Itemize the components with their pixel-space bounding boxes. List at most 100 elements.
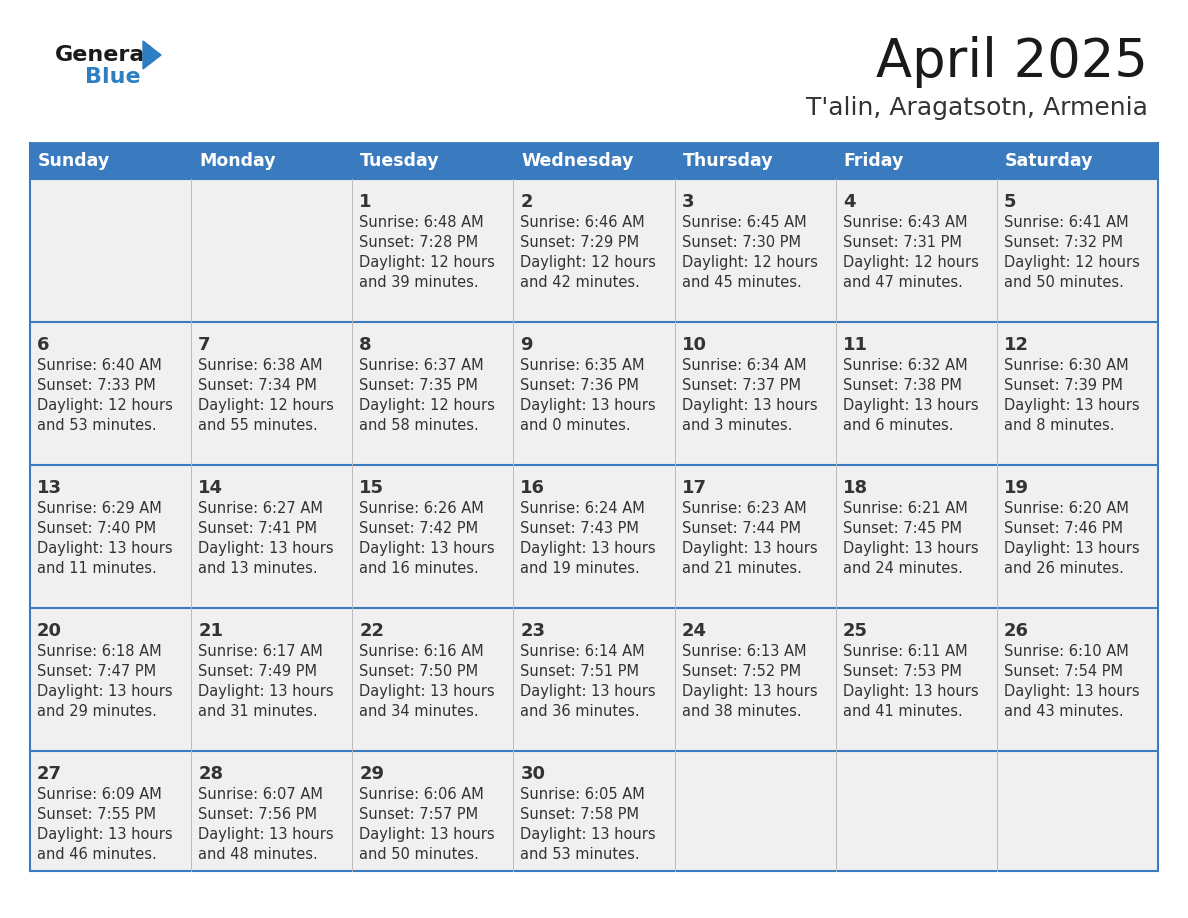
Text: Sunset: 7:41 PM: Sunset: 7:41 PM [198,521,317,536]
Text: Daylight: 13 hours: Daylight: 13 hours [1004,398,1139,413]
Text: Sunrise: 6:21 AM: Sunrise: 6:21 AM [842,501,967,516]
Bar [675,322,835,465]
Text: Sunrise: 6:43 AM: Sunrise: 6:43 AM [842,215,967,230]
Text: and 43 minutes.: and 43 minutes. [1004,704,1124,719]
Text: Sunset: 7:39 PM: Sunset: 7:39 PM [1004,378,1123,393]
Text: and 0 minutes.: and 0 minutes. [520,418,631,433]
Text: 17: 17 [682,479,707,497]
Text: 22: 22 [359,622,384,640]
Text: Daylight: 13 hours: Daylight: 13 hours [37,541,172,556]
Bar [30,465,191,608]
Text: Sunrise: 6:45 AM: Sunrise: 6:45 AM [682,215,807,230]
Text: Thursday: Thursday [683,152,773,170]
Text: and 34 minutes.: and 34 minutes. [359,704,479,719]
Text: and 8 minutes.: and 8 minutes. [1004,418,1114,433]
Text: Sunrise: 6:38 AM: Sunrise: 6:38 AM [198,358,323,373]
Bar [191,751,353,871]
Text: Friday: Friday [843,152,904,170]
Text: Sunrise: 6:35 AM: Sunrise: 6:35 AM [520,358,645,373]
Bar [997,751,1158,871]
Text: Sunrise: 6:48 AM: Sunrise: 6:48 AM [359,215,484,230]
Bar [353,465,513,608]
Bar [191,608,353,751]
Bar [513,465,675,608]
Text: 20: 20 [37,622,62,640]
Text: and 55 minutes.: and 55 minutes. [198,418,318,433]
Text: Sunset: 7:32 PM: Sunset: 7:32 PM [1004,235,1123,250]
Text: Daylight: 12 hours: Daylight: 12 hours [1004,255,1139,270]
Text: Sunrise: 6:07 AM: Sunrise: 6:07 AM [198,787,323,802]
Text: Daylight: 12 hours: Daylight: 12 hours [842,255,979,270]
Text: Sunset: 7:42 PM: Sunset: 7:42 PM [359,521,479,536]
Text: and 6 minutes.: and 6 minutes. [842,418,953,433]
Text: Daylight: 12 hours: Daylight: 12 hours [359,398,495,413]
Bar [30,143,191,179]
Text: 24: 24 [682,622,707,640]
Text: Sunset: 7:54 PM: Sunset: 7:54 PM [1004,664,1123,679]
Text: 23: 23 [520,622,545,640]
Text: and 11 minutes.: and 11 minutes. [37,561,157,576]
Text: Sunset: 7:40 PM: Sunset: 7:40 PM [37,521,156,536]
Text: 21: 21 [198,622,223,640]
Bar [191,143,353,179]
Text: Daylight: 13 hours: Daylight: 13 hours [37,827,172,842]
Text: Sunrise: 6:34 AM: Sunrise: 6:34 AM [682,358,807,373]
Text: Blue: Blue [86,67,140,87]
Text: 19: 19 [1004,479,1029,497]
Bar [191,322,353,465]
Text: Sunset: 7:44 PM: Sunset: 7:44 PM [682,521,801,536]
Bar [675,608,835,751]
Text: Sunrise: 6:06 AM: Sunrise: 6:06 AM [359,787,484,802]
Bar [30,751,191,871]
Text: and 50 minutes.: and 50 minutes. [1004,275,1124,290]
Bar [513,751,675,871]
Polygon shape [143,41,162,69]
Text: Sunrise: 6:11 AM: Sunrise: 6:11 AM [842,644,967,659]
Text: Sunset: 7:36 PM: Sunset: 7:36 PM [520,378,639,393]
Text: Daylight: 12 hours: Daylight: 12 hours [359,255,495,270]
Text: 3: 3 [682,193,694,211]
Text: Daylight: 13 hours: Daylight: 13 hours [842,541,979,556]
Text: Daylight: 13 hours: Daylight: 13 hours [682,541,817,556]
Text: and 58 minutes.: and 58 minutes. [359,418,479,433]
Bar [997,465,1158,608]
Text: Sunrise: 6:10 AM: Sunrise: 6:10 AM [1004,644,1129,659]
Text: Daylight: 13 hours: Daylight: 13 hours [842,684,979,699]
Text: 11: 11 [842,336,867,354]
Bar [675,143,835,179]
Text: Daylight: 13 hours: Daylight: 13 hours [37,684,172,699]
Text: Sunset: 7:55 PM: Sunset: 7:55 PM [37,807,156,822]
Text: 10: 10 [682,336,707,354]
Bar [997,143,1158,179]
Text: and 13 minutes.: and 13 minutes. [198,561,317,576]
Text: Sunrise: 6:20 AM: Sunrise: 6:20 AM [1004,501,1129,516]
Text: 9: 9 [520,336,533,354]
Text: 6: 6 [37,336,50,354]
Text: Sunset: 7:46 PM: Sunset: 7:46 PM [1004,521,1123,536]
Text: Sunset: 7:35 PM: Sunset: 7:35 PM [359,378,478,393]
Text: 28: 28 [198,765,223,783]
Text: Sunset: 7:52 PM: Sunset: 7:52 PM [682,664,801,679]
Text: Sunrise: 6:14 AM: Sunrise: 6:14 AM [520,644,645,659]
Text: Sunrise: 6:46 AM: Sunrise: 6:46 AM [520,215,645,230]
Text: Sunset: 7:30 PM: Sunset: 7:30 PM [682,235,801,250]
Text: Sunrise: 6:13 AM: Sunrise: 6:13 AM [682,644,807,659]
Text: Daylight: 13 hours: Daylight: 13 hours [1004,541,1139,556]
Text: Daylight: 13 hours: Daylight: 13 hours [520,398,656,413]
Text: 14: 14 [198,479,223,497]
Bar [30,608,191,751]
Text: and 21 minutes.: and 21 minutes. [682,561,802,576]
Text: Daylight: 13 hours: Daylight: 13 hours [682,684,817,699]
Text: Sunset: 7:34 PM: Sunset: 7:34 PM [198,378,317,393]
Text: Sunrise: 6:24 AM: Sunrise: 6:24 AM [520,501,645,516]
Bar [191,179,353,322]
Bar [675,751,835,871]
Text: and 39 minutes.: and 39 minutes. [359,275,479,290]
Bar [835,751,997,871]
Text: 26: 26 [1004,622,1029,640]
Text: 18: 18 [842,479,868,497]
Text: Wednesday: Wednesday [522,152,634,170]
Bar [513,322,675,465]
Text: Sunset: 7:29 PM: Sunset: 7:29 PM [520,235,639,250]
Text: Sunday: Sunday [38,152,110,170]
